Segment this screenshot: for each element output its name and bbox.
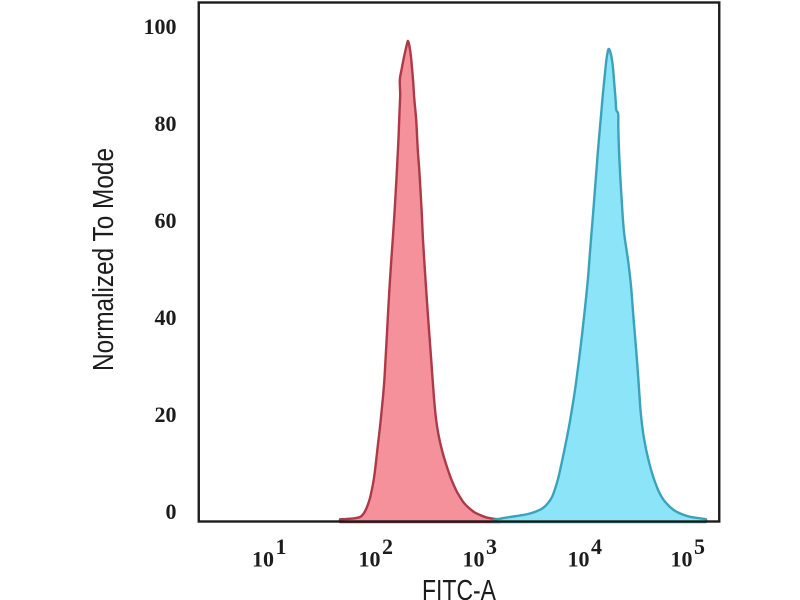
svg-text:40: 40 <box>155 305 177 330</box>
svg-text:Normalized To Mode: Normalized To Mode <box>88 148 120 371</box>
svg-text:20: 20 <box>155 402 177 427</box>
svg-text:100: 100 <box>144 14 177 39</box>
svg-text:80: 80 <box>155 111 177 136</box>
svg-text:60: 60 <box>155 208 177 233</box>
svg-text:FITC-A: FITC-A <box>422 575 496 600</box>
svg-text:0: 0 <box>166 499 177 524</box>
